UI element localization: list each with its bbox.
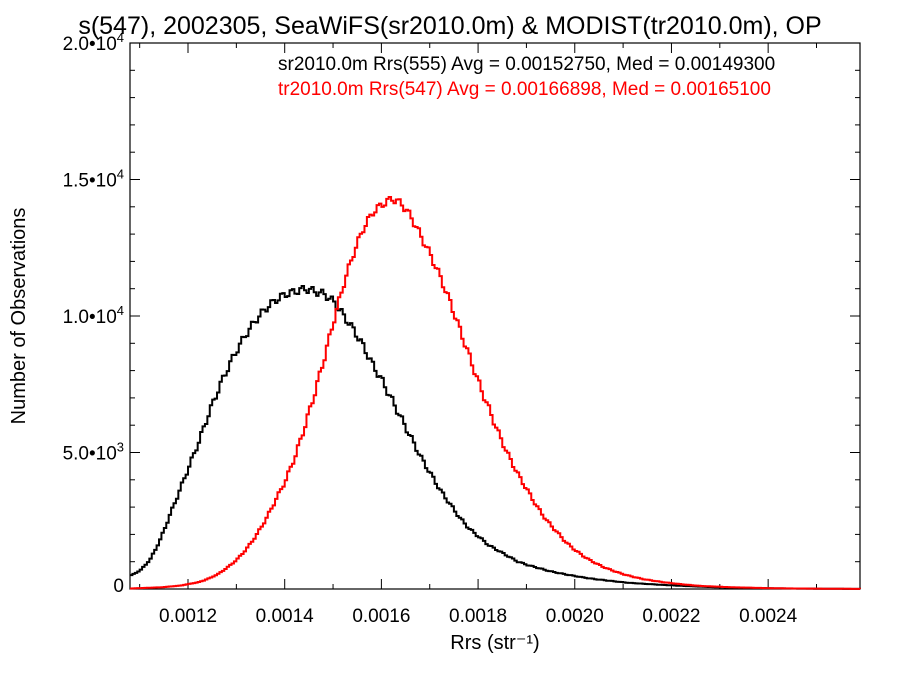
y-tick-label: 2.0•104 (63, 30, 124, 55)
y-tick-exponent: 4 (117, 303, 124, 318)
y-tick-label: 1.5•104 (63, 167, 124, 192)
x-tick-label: 0.0016 (352, 606, 410, 627)
y-tick-mantissa: 0 (113, 576, 124, 597)
y-tick-label: 1.0•104 (63, 303, 124, 328)
legend-entry-tr2010: tr2010.0m Rrs(547) Avg = 0.00166898, Med… (278, 79, 771, 100)
y-tick-label: 0 (113, 576, 124, 597)
x-tick-label: 0.0012 (159, 606, 217, 627)
plot-frame (129, 42, 861, 590)
y-tick-exponent: 4 (117, 30, 124, 45)
legend-entry-sr2010: sr2010.0m Rrs(555) Avg = 0.00152750, Med… (278, 54, 775, 75)
x-axis-label: Rrs (str⁻¹) (450, 632, 539, 654)
series-line-0 (130, 284, 861, 590)
y-tick-exponent: 3 (117, 440, 124, 455)
y-tick-label: 5.0•103 (63, 440, 124, 465)
y-tick-mantissa: 1.0•10 (63, 307, 117, 328)
y-tick-mantissa: 5.0•10 (63, 444, 117, 465)
x-tick-label: 0.0020 (546, 606, 604, 627)
y-tick-exponent: 4 (117, 167, 124, 182)
series-line-1 (130, 195, 861, 590)
y-tick-mantissa: 1.5•10 (63, 171, 117, 192)
series-layer (130, 195, 861, 590)
x-tick-label: 0.0018 (449, 606, 507, 627)
y-tick-mantissa: 2.0•10 (63, 34, 117, 55)
y-axis-label: Number of Observations (8, 208, 30, 425)
x-tick-label: 0.0014 (256, 606, 315, 627)
x-axis-ticks: 0.0012 0.0014 0.0016 0.0018 0.0020 0.0022 0.00… (139, 43, 817, 627)
x-tick-label: 0.0022 (642, 606, 700, 627)
chart-title: s(547), 2002305, SeaWiFS(sr2010.0m) & MO… (78, 12, 821, 40)
x-tick-label: 0.0024 (739, 606, 798, 627)
